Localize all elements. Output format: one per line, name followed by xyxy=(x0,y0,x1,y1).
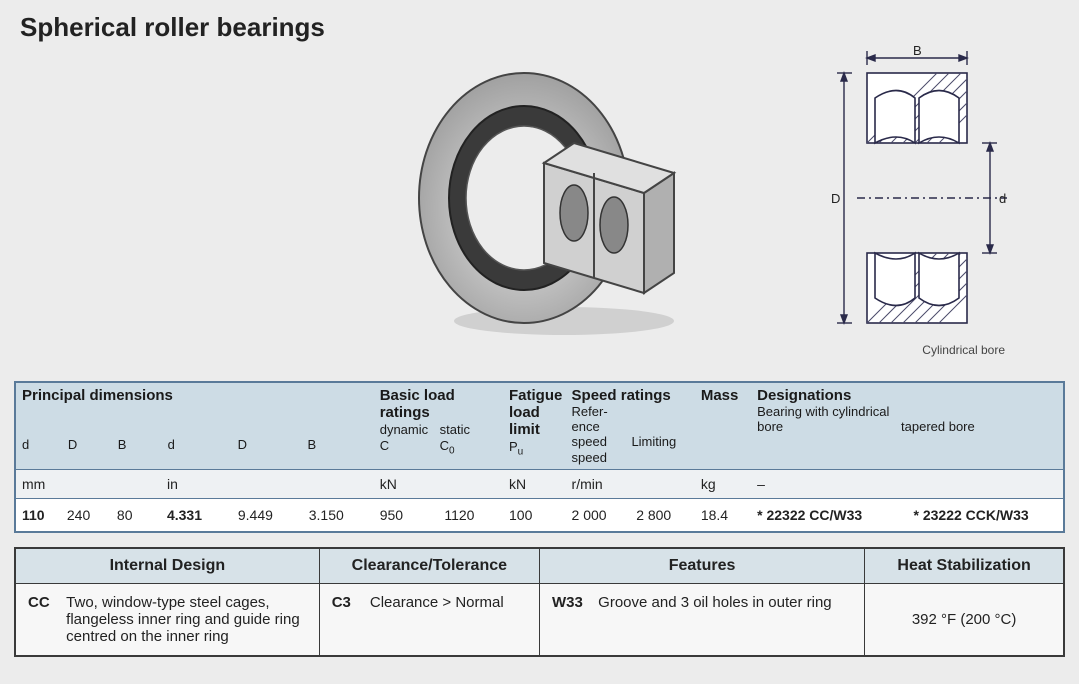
internal-code: CC xyxy=(28,594,62,611)
cell-mass: 18.4 xyxy=(695,499,751,533)
features-code: W33 xyxy=(552,594,594,611)
dim-label-D: D xyxy=(831,191,840,206)
clearance-code: C3 xyxy=(332,594,366,611)
features-desc: Groove and 3 oil holes in outer ring xyxy=(598,594,850,611)
cell-D-in: 9.449 xyxy=(232,499,303,533)
hdr-fatigue: Fatigue load limit xyxy=(509,387,562,438)
feat-hdr-features: Features xyxy=(539,548,864,584)
units-row: mm in kN kN r/min kg – xyxy=(15,470,1064,499)
feat-hdr-heat: Heat Stabilization xyxy=(865,548,1064,584)
cell-lim-speed: 2 800 xyxy=(630,499,695,533)
schematic-caption: Cylindrical bore xyxy=(922,343,1005,357)
dim-label-d: d xyxy=(999,191,1006,206)
cell-desig-tap: * 23222 CCK/W33 xyxy=(908,499,1064,533)
feat-cell-features: W33 Groove and 3 oil holes in outer ring xyxy=(539,584,864,657)
feat-hdr-internal: Internal Design xyxy=(15,548,319,584)
cell-C: 950 xyxy=(374,499,439,533)
cell-d-in: 4.331 xyxy=(161,499,232,533)
cell-d-mm: 110 xyxy=(15,499,61,533)
internal-desc: Two, window-type steel cages, flangeless… xyxy=(66,594,305,645)
schematic-drawing: B D d xyxy=(787,43,1047,343)
hdr-designations: Designations xyxy=(757,387,851,404)
feat-hdr-clearance: Clearance/Tolerance xyxy=(319,548,539,584)
cell-C0: 1120 xyxy=(438,499,503,533)
hdr-principal: Principal dimensions xyxy=(22,387,173,404)
clearance-desc: Clearance > Normal xyxy=(370,594,525,611)
specs-table: Principal dimensions d D B d D B Basic l… xyxy=(14,381,1065,533)
hero-area: B D d Cylindrical bore xyxy=(14,43,1065,353)
page: Spherical roller bearings xyxy=(0,0,1079,684)
cell-Pu: 100 xyxy=(503,499,566,533)
data-row: 110 240 80 4.331 9.449 3.150 950 1120 10… xyxy=(15,499,1064,533)
features-table: Internal Design Clearance/Tolerance Feat… xyxy=(14,547,1065,657)
cell-D-mm: 240 xyxy=(61,499,111,533)
feat-cell-internal: CC Two, window-type steel cages, flangel… xyxy=(15,584,319,657)
bearing-render xyxy=(394,43,714,343)
cell-desig-cyl: * 22322 CC/W33 xyxy=(751,499,907,533)
dim-label-B: B xyxy=(913,43,922,58)
cell-ref-speed: 2 000 xyxy=(566,499,631,533)
cell-B-mm: 80 xyxy=(111,499,161,533)
feat-cell-clearance: C3 Clearance > Normal xyxy=(319,584,539,657)
hdr-basic-load: Basic load ratings xyxy=(380,387,455,421)
hdr-speed: Speed ratings xyxy=(572,387,671,404)
cell-B-in: 3.150 xyxy=(303,499,374,533)
feat-cell-heat: 392 °F (200 °C) xyxy=(865,584,1064,657)
hdr-mass: Mass xyxy=(701,387,739,404)
page-title: Spherical roller bearings xyxy=(20,12,1065,43)
